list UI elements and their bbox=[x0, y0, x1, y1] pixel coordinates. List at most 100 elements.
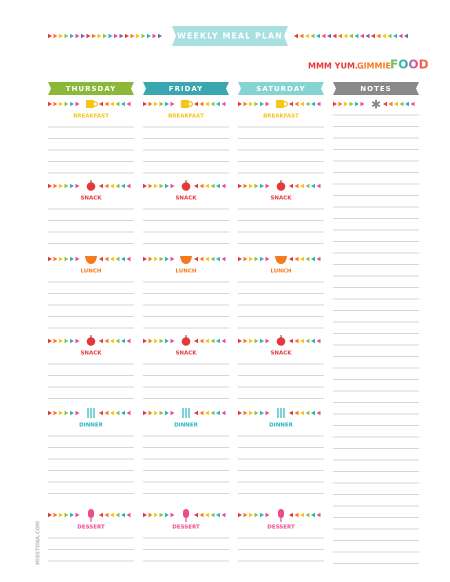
triangle-border bbox=[99, 410, 103, 416]
triangle-border bbox=[97, 33, 102, 39]
meal-label: BREAKFAST bbox=[263, 114, 299, 120]
meal-label: LUNCH bbox=[270, 269, 291, 275]
triangle-border bbox=[311, 101, 315, 107]
triangle-border bbox=[305, 256, 310, 262]
meal-label: LUNCH bbox=[80, 269, 101, 275]
apple-stem bbox=[185, 335, 187, 338]
utensil-icon bbox=[277, 408, 279, 418]
triangle-border bbox=[165, 256, 169, 262]
triangle-border bbox=[130, 33, 135, 39]
triangle-border bbox=[152, 33, 157, 39]
popsicle-icon bbox=[183, 509, 189, 518]
meal-label: BREAKFAST bbox=[168, 114, 204, 120]
popsicle-icon bbox=[88, 509, 94, 518]
triangle-border bbox=[110, 338, 114, 344]
triangle-border bbox=[265, 183, 270, 189]
mug-icon bbox=[86, 100, 94, 108]
triangle-border bbox=[70, 101, 74, 107]
triangle-border bbox=[59, 183, 63, 189]
popsicle-stick bbox=[280, 518, 282, 522]
triangle-border bbox=[332, 33, 337, 39]
triangle-border bbox=[316, 33, 320, 39]
triangle-border bbox=[165, 101, 169, 107]
triangle-border bbox=[238, 512, 242, 518]
triangle-border bbox=[104, 183, 109, 189]
triangle-border bbox=[70, 256, 74, 262]
triangle-border bbox=[141, 33, 146, 39]
triangle-border bbox=[194, 512, 198, 518]
page-title: WEEKLY MEAL PLAN bbox=[177, 32, 283, 41]
triangle-border bbox=[382, 33, 386, 39]
triangle-border bbox=[48, 183, 52, 189]
triangle-border bbox=[355, 101, 359, 107]
triangle-border bbox=[148, 338, 153, 344]
triangle-border bbox=[194, 256, 198, 262]
triangle-border bbox=[114, 33, 118, 39]
apple-stem bbox=[90, 335, 92, 338]
triangle-border bbox=[205, 338, 209, 344]
triangle-border bbox=[243, 512, 248, 518]
triangle-border bbox=[158, 33, 162, 39]
triangle-border bbox=[294, 33, 298, 39]
triangle-border bbox=[110, 512, 114, 518]
triangle-border bbox=[260, 101, 264, 107]
triangle-border bbox=[394, 101, 398, 107]
triangle-border bbox=[249, 256, 253, 262]
triangle-border bbox=[64, 183, 69, 189]
triangle-border bbox=[115, 410, 120, 416]
mug-icon bbox=[276, 100, 284, 108]
tagline-part: GIMMIE bbox=[357, 62, 391, 71]
triangle-border bbox=[305, 338, 310, 344]
triangle-border bbox=[243, 101, 248, 107]
triangle-border bbox=[216, 256, 220, 262]
triangle-border bbox=[110, 183, 114, 189]
triangle-border bbox=[294, 512, 299, 518]
triangle-border bbox=[159, 410, 164, 416]
triangle-border bbox=[238, 410, 242, 416]
triangle-border bbox=[143, 338, 147, 344]
mug-handle bbox=[187, 101, 193, 107]
triangle-border bbox=[216, 101, 220, 107]
triangle-border bbox=[110, 256, 114, 262]
tagline-part: FOOD bbox=[390, 58, 429, 72]
title-ribbon bbox=[172, 26, 288, 46]
triangle-border bbox=[115, 512, 120, 518]
triangle-border bbox=[104, 512, 109, 518]
triangle-border bbox=[194, 183, 198, 189]
triangle-border bbox=[371, 33, 375, 39]
triangle-border bbox=[53, 101, 58, 107]
triangle-border bbox=[53, 256, 58, 262]
triangle-border bbox=[238, 256, 242, 262]
triangle-border bbox=[260, 256, 264, 262]
triangle-border bbox=[143, 512, 147, 518]
triangle-border bbox=[316, 183, 321, 189]
triangle-border bbox=[294, 410, 299, 416]
triangle-border bbox=[210, 338, 215, 344]
mug-handle bbox=[92, 101, 98, 107]
triangle-border bbox=[70, 410, 74, 416]
triangle-border bbox=[81, 33, 85, 39]
triangle-border bbox=[399, 101, 404, 107]
triangle-border bbox=[393, 33, 397, 39]
triangle-border bbox=[170, 410, 175, 416]
triangle-border bbox=[254, 183, 259, 189]
triangle-border bbox=[199, 338, 204, 344]
triangle-border bbox=[265, 256, 270, 262]
triangle-border bbox=[365, 33, 370, 39]
triangle-border bbox=[354, 33, 359, 39]
triangle-border bbox=[243, 183, 248, 189]
column-header bbox=[238, 82, 324, 95]
triangle-border bbox=[104, 338, 109, 344]
meal-label: SNACK bbox=[175, 196, 197, 202]
triangle-border bbox=[294, 256, 299, 262]
triangle-border bbox=[170, 256, 175, 262]
triangle-border bbox=[210, 183, 215, 189]
triangle-border bbox=[147, 33, 151, 39]
triangle-border bbox=[64, 256, 69, 262]
triangle-border bbox=[316, 101, 321, 107]
column-header-label: THURSDAY bbox=[66, 85, 116, 93]
triangle-border bbox=[311, 338, 315, 344]
triangle-border bbox=[321, 33, 326, 39]
triangle-border bbox=[143, 101, 147, 107]
triangle-border bbox=[254, 512, 259, 518]
